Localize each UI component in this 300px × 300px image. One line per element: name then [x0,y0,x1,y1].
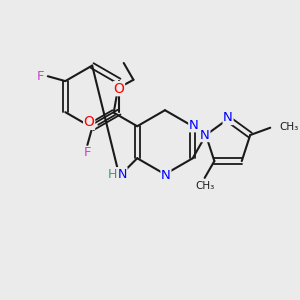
Text: CH₃: CH₃ [195,181,214,191]
Text: N: N [118,168,127,181]
Text: H: H [108,168,117,181]
Text: O: O [84,115,94,129]
Text: O: O [114,82,124,96]
Text: F: F [84,146,91,159]
Text: N: N [189,119,199,132]
Text: N: N [161,169,171,182]
Text: CH₃: CH₃ [279,122,298,132]
Text: N: N [223,112,233,124]
Text: N: N [200,128,210,142]
Text: F: F [36,70,44,83]
